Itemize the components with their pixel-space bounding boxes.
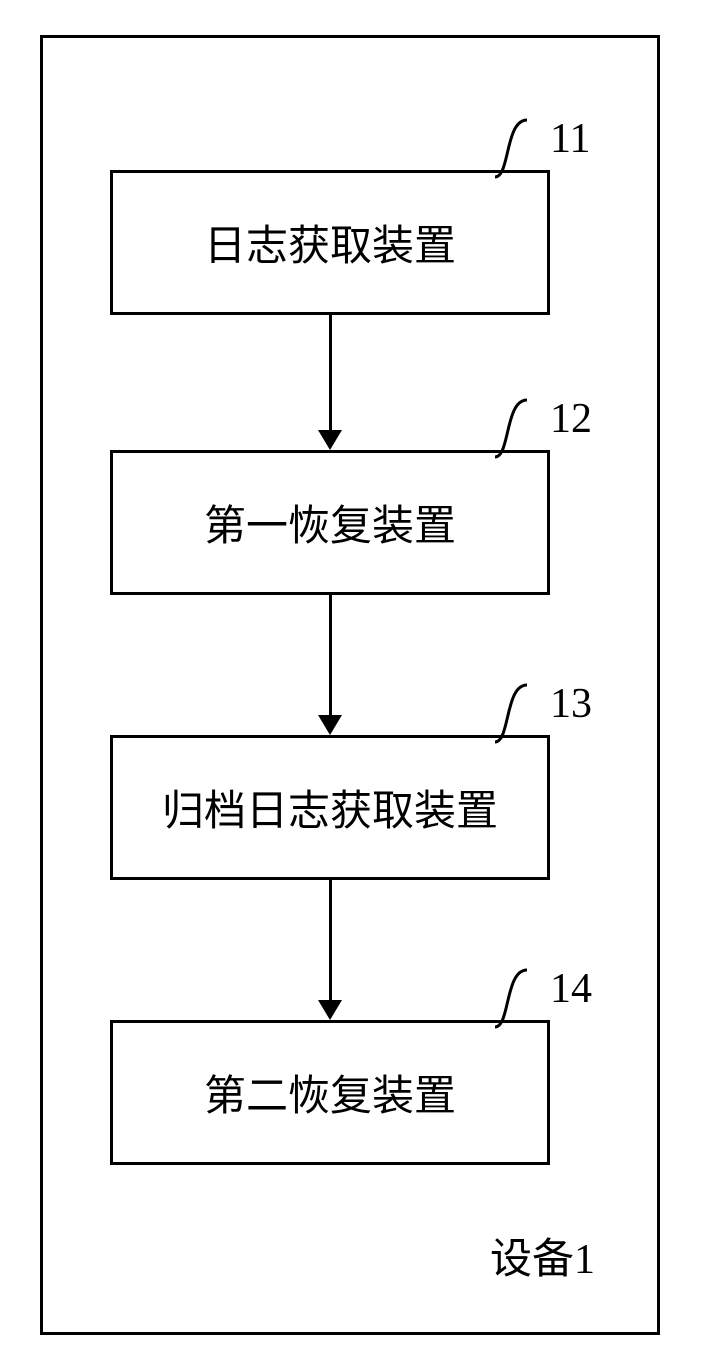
flowchart-arrow-line: [329, 880, 332, 1002]
callout-number: 11: [550, 115, 590, 163]
flowchart-arrow-head: [318, 430, 342, 450]
flowchart-box: 归档日志获取装置: [110, 735, 550, 880]
callout-curve: [485, 395, 545, 465]
flowchart-box-label: 归档日志获取装置: [162, 777, 498, 838]
flowchart-box: 第一恢复装置: [110, 450, 550, 595]
flowchart-arrow-head: [318, 715, 342, 735]
flowchart-box-label: 日志获取装置: [204, 212, 456, 273]
callout-curve: [485, 680, 545, 750]
callout-number: 13: [550, 680, 592, 728]
flowchart-box-label: 第一恢复装置: [204, 492, 456, 553]
device-label: 设备1: [490, 1225, 595, 1286]
callout-curve: [485, 965, 545, 1035]
flowchart-box: 第二恢复装置: [110, 1020, 550, 1165]
flowchart-box-label: 第二恢复装置: [204, 1062, 456, 1123]
flowchart-arrow-line: [329, 595, 332, 717]
flowchart-arrow-line: [329, 315, 332, 432]
callout-number: 14: [550, 965, 592, 1013]
callout-number: 12: [550, 395, 592, 443]
callout-curve: [485, 115, 545, 185]
flowchart-box: 日志获取装置: [110, 170, 550, 315]
flowchart-arrow-head: [318, 1000, 342, 1020]
